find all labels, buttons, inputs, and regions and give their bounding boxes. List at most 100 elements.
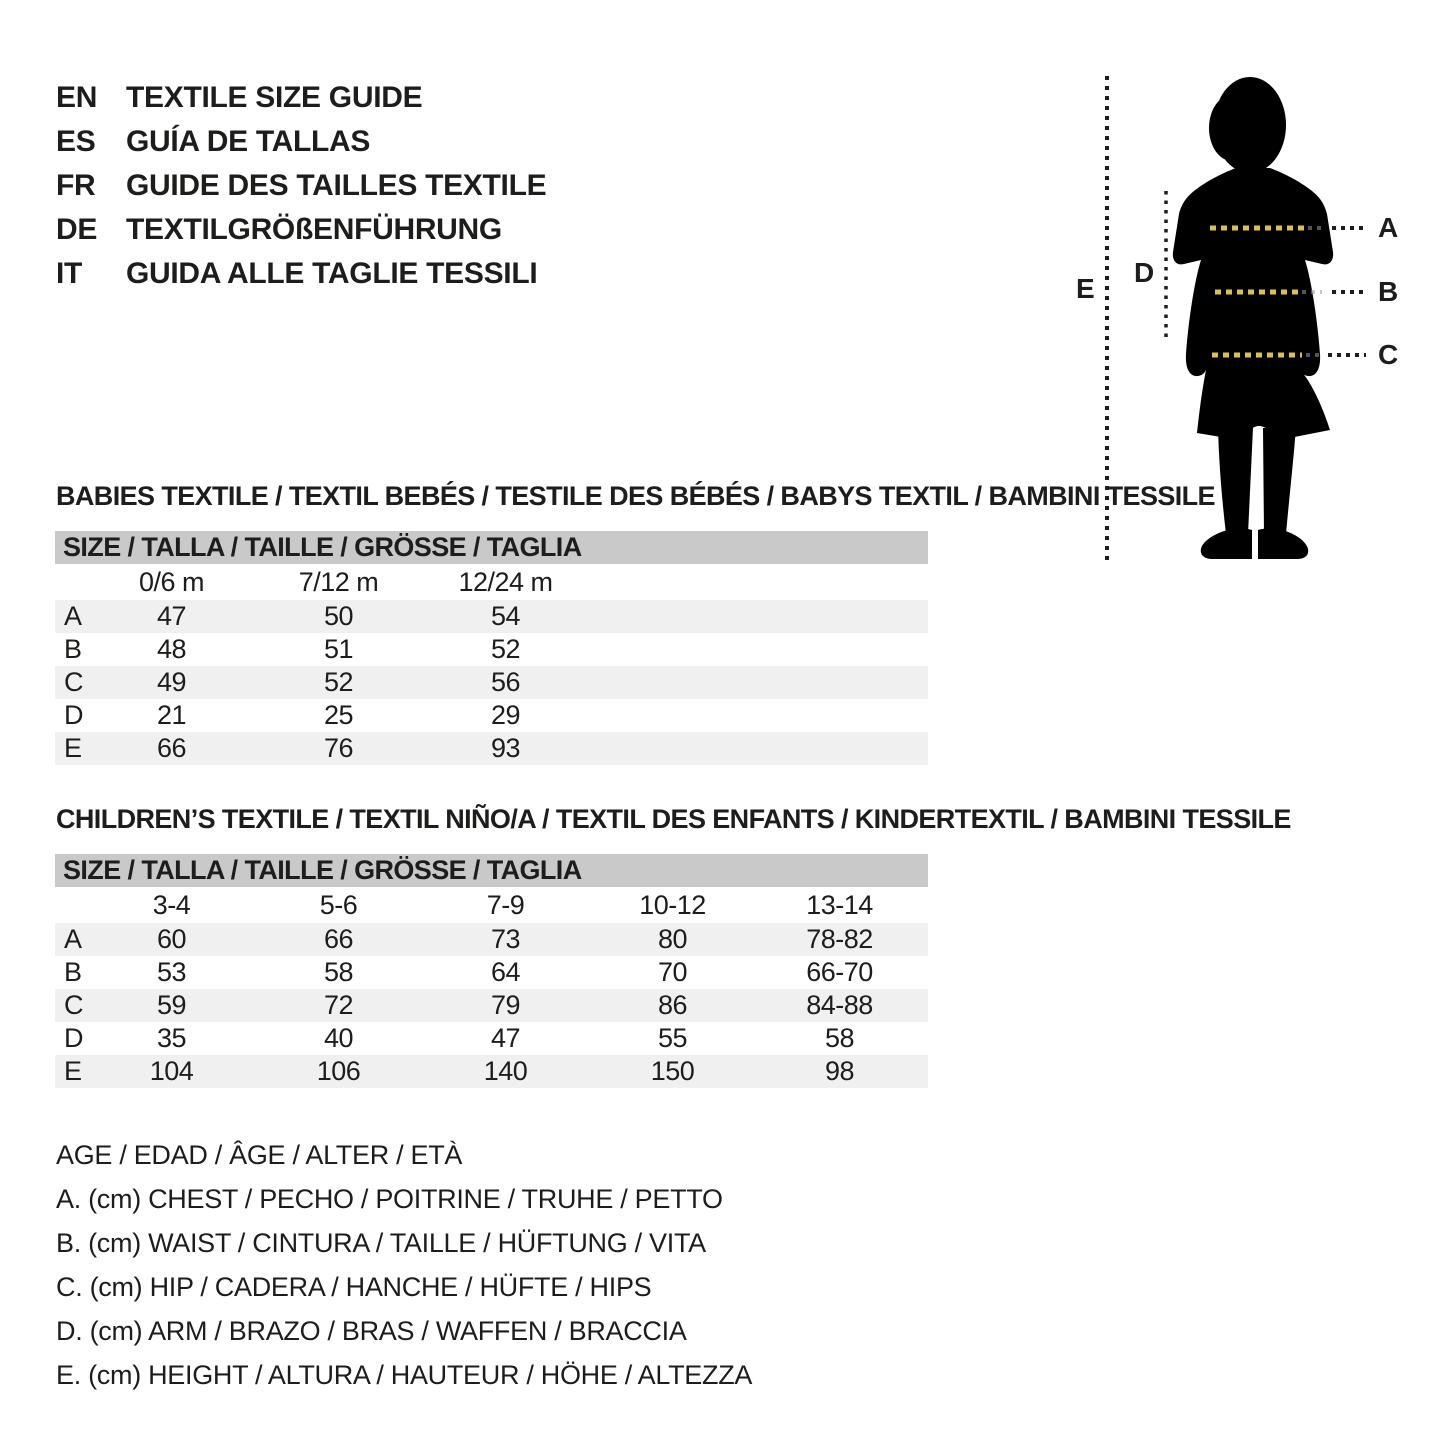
language-row: ES GUÍA DE TALLAS [56, 120, 546, 164]
children-value-cell: 58 [323, 957, 354, 987]
children-value-cell: 79 [490, 990, 521, 1020]
children-table-row: A 60 66 73 80 78-82 [55, 923, 928, 956]
babies-value-cell: 56 [490, 667, 521, 697]
language-code: EN [56, 81, 98, 114]
children-table-row: C 59 72 79 86 84-88 [55, 989, 928, 1022]
children-value-cell: 104 [149, 1056, 194, 1086]
children-value-cell: 150 [650, 1056, 695, 1086]
babies-column-headers: 0/6 m 7/12 m 12/24 m [55, 564, 928, 600]
babies-table-row: B 48 51 52 [55, 633, 928, 666]
children-value-cell: 140 [483, 1056, 528, 1086]
children-value-cell: 98 [824, 1056, 855, 1086]
measure-label-E: E [1076, 273, 1095, 304]
babies-value-cell: 47 [156, 601, 187, 631]
children-value-cell: 78-82 [806, 924, 873, 954]
babies-table-row: D 21 25 29 [55, 699, 928, 732]
babies-value-cell: 29 [490, 700, 521, 730]
language-title: GUIDE DES TAILLES TEXTILE [126, 169, 547, 202]
children-value-cell: 35 [156, 1023, 187, 1053]
babies-value-cell: 76 [323, 733, 354, 763]
children-value-cell: 84-88 [806, 990, 873, 1020]
babies-table-row: E 66 76 93 [55, 732, 928, 765]
children-column-header: 10-12 [639, 889, 706, 920]
legend-line: E. (cm) HEIGHT / ALTURA / HAUTEUR / HÖHE… [56, 1359, 753, 1390]
children-column-header: 13-14 [806, 889, 873, 920]
babies-value-cell: 52 [323, 667, 354, 697]
children-value-cell: 106 [316, 1056, 361, 1086]
babies-value-cell: 49 [156, 667, 187, 697]
legend-line: D. (cm) ARM / BRAZO / BRAS / WAFFEN / BR… [56, 1315, 687, 1346]
measure-label-B: B [1378, 276, 1398, 307]
children-column-header: 5-6 [319, 889, 358, 920]
babies-table-row: C 49 52 56 [55, 666, 928, 699]
language-row: DE TEXTILGRÖßENFÜHRUNG [56, 208, 546, 252]
language-row: EN TEXTILE SIZE GUIDE [56, 76, 546, 120]
language-row: FR GUIDE DES TAILLES TEXTILE [56, 164, 547, 208]
babies-value-cell: 25 [323, 700, 354, 730]
measure-row-label: D [64, 1023, 84, 1053]
legend-line: AGE / EDAD / ÂGE / ALTER / ETÀ [56, 1139, 463, 1170]
language-code: FR [56, 169, 96, 202]
measure-label-C: C [1378, 339, 1398, 370]
legend-line: C. (cm) HIP / CADERA / HANCHE / HÜFTE / … [56, 1271, 652, 1302]
children-size-table: SIZE / TALLA / TAILLE / GRÖSSE / TAGLIA … [55, 854, 928, 1088]
measure-row-label: C [64, 667, 84, 697]
language-list: EN TEXTILE SIZE GUIDE ES GUÍA DE TALLAS FR GU… [56, 76, 547, 296]
children-column-headers: 3-4 5-6 7-9 10-12 13-14 [55, 887, 928, 923]
children-value-cell: 40 [323, 1023, 354, 1053]
legend-line: A. (cm) CHEST / PECHO / POITRINE / TRUHE… [56, 1183, 723, 1214]
babies-value-cell: 93 [490, 733, 521, 763]
babies-value-cell: 51 [323, 634, 354, 664]
babies-size-table: SIZE / TALLA / TAILLE / GRÖSSE / TAGLIA … [55, 531, 928, 765]
children-value-cell: 66-70 [806, 957, 873, 987]
children-column-header: 3-4 [152, 889, 191, 920]
measure-row-label: D [64, 700, 84, 730]
language-title: GUÍA DE TALLAS [126, 125, 371, 158]
children-table-row: E 104 106 140 150 98 [55, 1055, 928, 1088]
measure-row-label: B [64, 634, 83, 664]
language-title: GUIDA ALLE TAGLIE TESSILI [126, 257, 538, 290]
children-value-cell: 72 [323, 990, 354, 1020]
babies-value-cell: 21 [156, 700, 187, 730]
children-value-cell: 73 [490, 924, 521, 954]
children-value-cell: 47 [490, 1023, 521, 1053]
measure-row-label: E [64, 733, 83, 763]
children-value-cell: 59 [156, 990, 187, 1020]
babies-column-header: 0/6 m [138, 566, 205, 597]
children-size-header-bar: SIZE / TALLA / TAILLE / GRÖSSE / TAGLIA [55, 854, 928, 887]
children-value-cell: 64 [490, 957, 521, 987]
legend-line: B. (cm) WAIST / CINTURA / TAILLE / HÜFTU… [56, 1227, 706, 1258]
babies-value-cell: 50 [323, 601, 354, 631]
babies-value-cell: 54 [490, 601, 521, 631]
measure-row-label: B [64, 957, 83, 987]
measurement-legend: AGE / EDAD / ÂGE / ALTER / ETÀ A. (cm) CH… [56, 1133, 752, 1397]
children-table-row: D 35 40 47 55 58 [55, 1022, 928, 1055]
children-value-cell: 58 [824, 1023, 855, 1053]
measure-label-A: A [1378, 212, 1398, 243]
babies-table-row: A 47 50 54 [55, 600, 928, 633]
children-value-cell: 55 [657, 1023, 688, 1053]
child-silhouette-icon [1172, 77, 1334, 559]
language-title: TEXTILGRÖßENFÜHRUNG [126, 213, 502, 246]
measure-row-label: C [64, 990, 84, 1020]
language-code: IT [56, 257, 83, 290]
babies-column-header: 7/12 m [298, 566, 379, 597]
babies-value-cell: 48 [156, 634, 187, 664]
babies-value-cell: 52 [490, 634, 521, 664]
measure-row-label: A [64, 601, 83, 631]
babies-section-title: BABIES TEXTILE / TEXTIL BEBÉS / TESTILE … [56, 481, 1216, 511]
babies-column-header: 12/24 m [458, 566, 553, 597]
measure-row-label: E [64, 1056, 83, 1086]
children-section-title: CHILDREN’S TEXTILE / TEXTIL NIÑO/A / TEX… [56, 804, 1291, 834]
language-code: ES [56, 125, 96, 158]
language-title: TEXTILE SIZE GUIDE [126, 81, 423, 114]
children-value-cell: 86 [657, 990, 688, 1020]
babies-size-header-bar: SIZE / TALLA / TAILLE / GRÖSSE / TAGLIA [55, 531, 928, 564]
measure-label-D: D [1134, 257, 1154, 288]
children-value-cell: 60 [156, 924, 187, 954]
children-table-row: B 53 58 64 70 66-70 [55, 956, 928, 989]
children-value-cell: 53 [156, 957, 187, 987]
measurement-diagram: E D A B C [1076, 76, 1398, 562]
children-value-cell: 70 [657, 957, 688, 987]
